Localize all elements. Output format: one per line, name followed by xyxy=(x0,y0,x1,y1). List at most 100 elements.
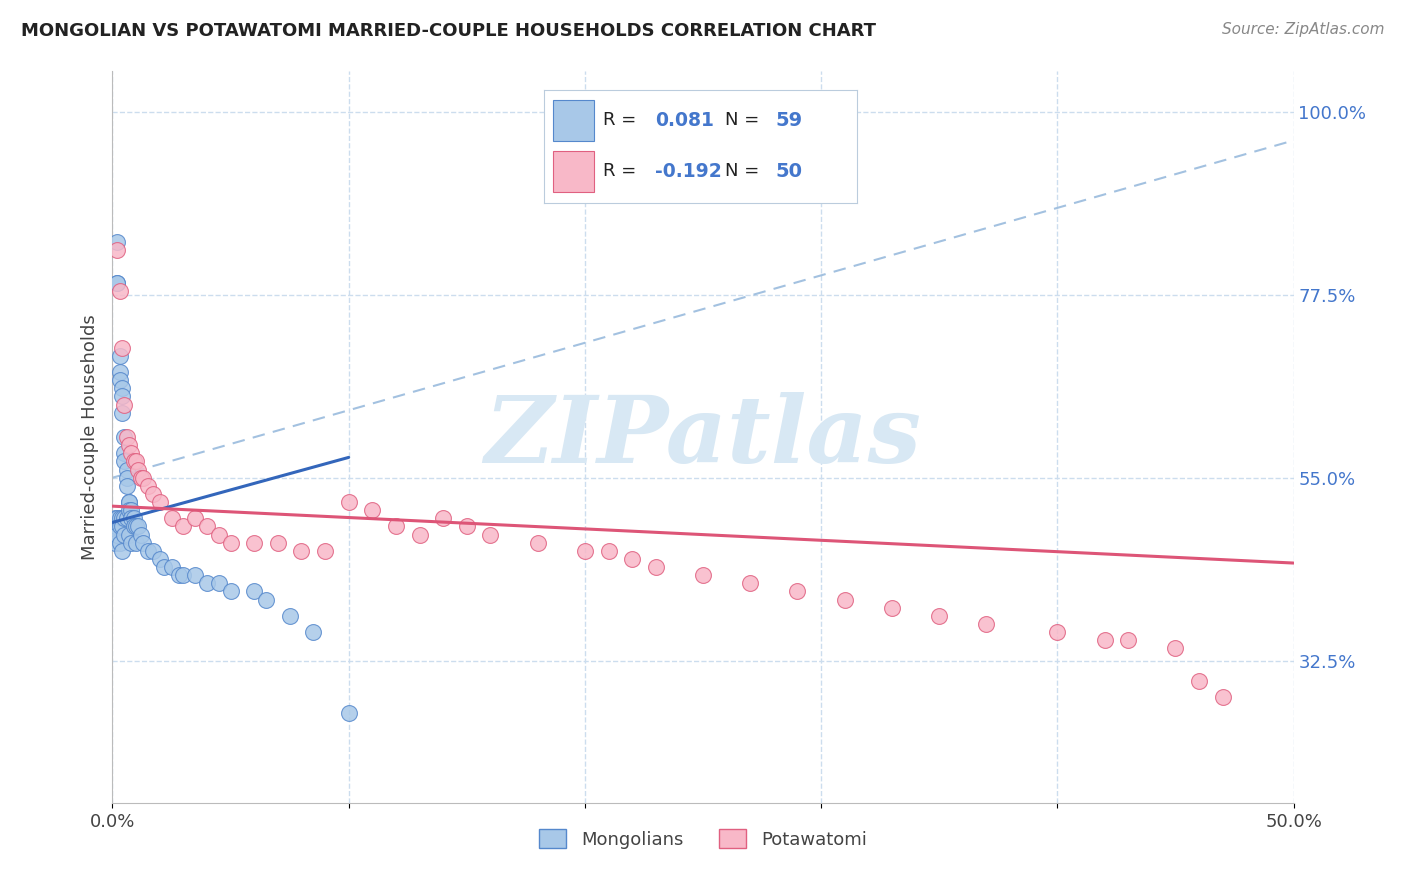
Point xyxy=(184,568,207,582)
Point xyxy=(740,576,762,591)
Point xyxy=(976,617,998,632)
Point xyxy=(149,495,172,509)
Point xyxy=(120,503,142,517)
Point xyxy=(692,568,714,582)
Point xyxy=(1212,690,1234,705)
Point xyxy=(112,430,135,444)
Point xyxy=(219,584,242,599)
Point xyxy=(786,584,808,599)
Point xyxy=(136,544,159,558)
Point xyxy=(219,535,242,549)
Point xyxy=(112,454,135,468)
Point xyxy=(105,243,128,257)
Point xyxy=(115,471,138,485)
Point xyxy=(111,519,134,533)
Point xyxy=(112,398,135,412)
Point xyxy=(243,584,266,599)
Y-axis label: Married-couple Households: Married-couple Households xyxy=(80,314,98,560)
Point xyxy=(160,511,183,525)
Point xyxy=(118,495,141,509)
Point xyxy=(408,527,430,541)
Point xyxy=(120,511,142,525)
Point xyxy=(108,373,131,387)
Point xyxy=(1046,625,1069,640)
Point xyxy=(105,235,128,249)
Point xyxy=(302,625,325,640)
Point xyxy=(621,552,644,566)
Text: MONGOLIAN VS POTAWATOMI MARRIED-COUPLE HOUSEHOLDS CORRELATION CHART: MONGOLIAN VS POTAWATOMI MARRIED-COUPLE H… xyxy=(21,22,876,40)
Point xyxy=(142,487,165,501)
Point xyxy=(278,608,301,623)
Point xyxy=(254,592,277,607)
Point xyxy=(195,519,218,533)
Point xyxy=(1094,633,1116,648)
Point xyxy=(112,511,135,525)
Point xyxy=(104,535,127,549)
Point xyxy=(172,568,194,582)
Point xyxy=(125,519,148,533)
Point xyxy=(112,527,135,541)
Point xyxy=(104,519,127,533)
Point xyxy=(112,446,135,460)
Point xyxy=(928,608,950,623)
Point xyxy=(172,519,194,533)
Point xyxy=(118,438,141,452)
Point xyxy=(122,454,145,468)
Point xyxy=(118,495,141,509)
Point xyxy=(122,511,145,525)
Point xyxy=(111,341,134,355)
Point xyxy=(167,568,190,582)
Point xyxy=(456,519,478,533)
Point xyxy=(129,527,152,541)
Point xyxy=(108,349,131,363)
Point xyxy=(136,479,159,493)
Point xyxy=(104,511,127,525)
Point xyxy=(526,535,548,549)
Point xyxy=(337,495,360,509)
Point xyxy=(1116,633,1139,648)
Point xyxy=(111,381,134,395)
Point xyxy=(108,511,131,525)
Point xyxy=(574,544,596,558)
Point xyxy=(108,365,131,379)
Point xyxy=(122,519,145,533)
Point xyxy=(208,527,231,541)
Point xyxy=(120,446,142,460)
Point xyxy=(337,706,360,721)
Point xyxy=(108,519,131,533)
Point xyxy=(184,511,207,525)
Point xyxy=(129,471,152,485)
Point xyxy=(160,560,183,574)
Point xyxy=(127,519,149,533)
Point xyxy=(598,544,620,558)
Point xyxy=(115,511,138,525)
Point xyxy=(1188,673,1211,688)
Point xyxy=(361,503,384,517)
Point xyxy=(195,576,218,591)
Point xyxy=(105,276,128,290)
Point xyxy=(290,544,312,558)
Point xyxy=(105,276,128,290)
Point xyxy=(644,560,666,574)
Text: ZIPatlas: ZIPatlas xyxy=(485,392,921,482)
Point xyxy=(149,552,172,566)
Point xyxy=(108,535,131,549)
Legend: Mongolians, Potawatomi: Mongolians, Potawatomi xyxy=(531,822,875,856)
Point xyxy=(208,576,231,591)
Point xyxy=(125,535,148,549)
Point xyxy=(834,592,856,607)
Point xyxy=(111,406,134,420)
Point xyxy=(111,511,134,525)
Point xyxy=(132,535,155,549)
Point xyxy=(142,544,165,558)
Point xyxy=(120,535,142,549)
Text: Source: ZipAtlas.com: Source: ZipAtlas.com xyxy=(1222,22,1385,37)
Point xyxy=(105,511,128,525)
Point xyxy=(108,284,131,298)
Point xyxy=(111,544,134,558)
Point xyxy=(115,430,138,444)
Point xyxy=(314,544,336,558)
Point xyxy=(267,535,290,549)
Point xyxy=(118,527,141,541)
Point xyxy=(125,454,148,468)
